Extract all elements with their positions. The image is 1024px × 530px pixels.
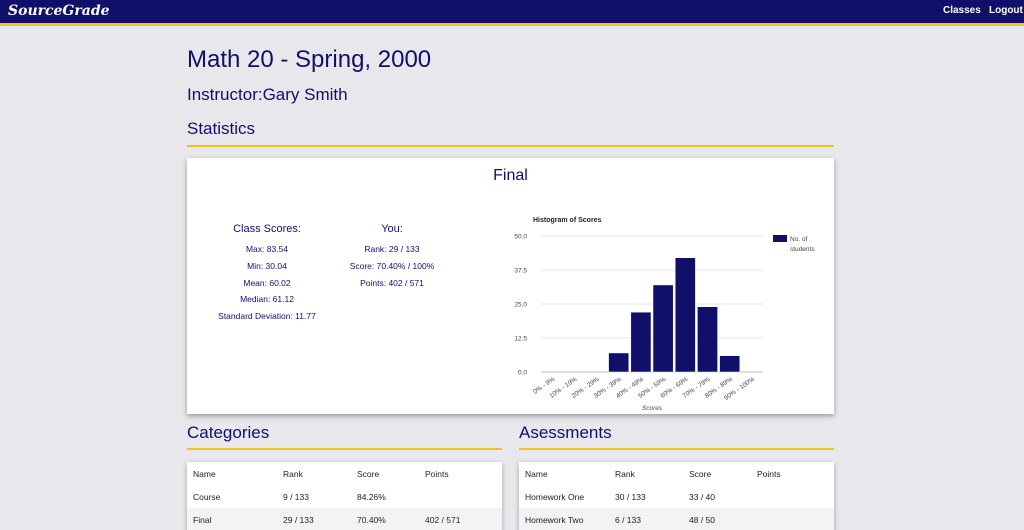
histogram-bar [719,355,741,373]
stats-card-title: Final [493,167,528,184]
y-tick-label: 0.0 [518,370,527,377]
chart-title: Histogram of Scores [533,217,602,224]
logout-link[interactable]: Logout [989,5,1023,16]
your-score-panel: You: Rank: 29 / 133 Score: 70.40% / 100%… [337,223,447,291]
categories-table: Name Rank Score Points Course 9 / 133 84.26% Fi… [187,462,502,530]
legend-label-line2: students [790,246,815,253]
assessments-row[interactable]: Homework One 30 / 133 33 / 40 [519,485,834,508]
categories-header-points: Points [425,469,449,479]
class-max: Max: 83.54 [245,244,289,254]
histogram-bar [630,311,652,373]
categories-cell-points: 402 / 571 [425,515,461,525]
histogram-chart: Histogram of Scores0.012.525.037.550.00%… [514,217,815,412]
brand-logo[interactable]: SourceGrade [8,3,110,19]
assessments-cell-name: Homework One [525,492,585,502]
assessments-cell-name: Homework Two [525,515,584,525]
assessments-header-score: Score [689,469,712,479]
instructor-name: Instructor:Gary Smith [187,85,348,104]
y-tick-label: 37.5 [514,268,527,275]
y-tick-label: 50.0 [514,234,527,241]
statistics-heading: Statistics [187,119,256,138]
assessments-divider [519,448,834,450]
statistics-divider [187,145,834,147]
y-tick-label: 25.0 [514,302,527,309]
categories-cell-rank: 9 / 133 [283,492,309,502]
histogram-bar [674,257,696,373]
assessments-cell-rank: 6 / 133 [615,515,641,525]
assessments-cell-score: 48 / 50 [689,515,715,525]
class-scores-panel: Class Scores: Max: 83.54 Min: 30.04 Mean… [207,223,327,325]
categories-row[interactable]: Final 29 / 133 70.40% 402 / 571 [187,508,502,530]
your-points: Points: 402 / 571 [360,277,424,288]
assessments-header-row: Name Rank Score Points [519,462,834,485]
assessments-cell-rank: 30 / 133 [615,492,646,502]
legend-label-line1: No. of [790,236,808,243]
class-median: Median: 61.12 [240,294,294,305]
assessments-cell-score: 33 / 40 [689,492,715,502]
class-min: Min: 30.04 [247,260,287,271]
categories-row[interactable]: Course 9 / 133 84.26% [187,485,502,508]
categories-cell-score: 84.26% [357,492,386,502]
top-navbar: SourceGrade Classes Logout [0,0,1024,26]
your-rank: Rank: 29 / 133 [364,244,420,254]
categories-divider [187,448,502,450]
assessments-table: Name Rank Score Points Homework One 30 / 133 3… [519,462,834,530]
assessments-header-name: Name [525,469,548,479]
x-axis-label: Scores [642,405,663,412]
histogram-bar [697,306,718,373]
assessments-row[interactable]: Homework Two 6 / 133 48 / 50 [519,508,834,530]
categories-cell-rank: 29 / 133 [283,515,314,525]
categories-cell-name: Final [193,515,212,525]
your-score: Score: 70.40% / 100% [349,260,435,271]
classes-link[interactable]: Classes [943,5,981,16]
categories-header-rank: Rank [283,469,303,479]
your-score-heading: You: [381,223,403,235]
class-scores-heading: Class Scores: [233,223,301,235]
histogram-bar [608,352,630,373]
assessments-header-points: Points [757,469,781,479]
categories-cell-score: 70.40% [357,515,386,525]
class-mean: Mean: 60.02 [243,277,291,288]
course-title: Math 20 - Spring, 2000 [187,46,432,73]
histogram-bar [652,284,674,373]
assessments-header-rank: Rank [615,469,635,479]
legend-swatch [773,235,787,242]
categories-heading: Categories [187,423,270,442]
y-tick-label: 12.5 [514,336,527,343]
stats-card: Final Class Scores: Max: 83.54 Min: 30.0… [187,158,834,414]
categories-header-score: Score [357,469,380,479]
class-std-dev: Standard Deviation: 11.77 [218,311,316,322]
categories-header-row: Name Rank Score Points [187,462,502,485]
categories-header-name: Name [193,469,216,479]
assessments-heading: Asessments [519,423,612,442]
categories-cell-name: Course [193,492,221,502]
